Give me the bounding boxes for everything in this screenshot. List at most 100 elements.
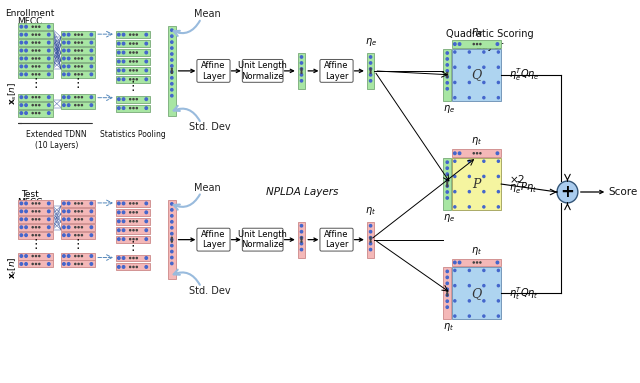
Circle shape <box>454 97 456 99</box>
Text: $\eta_t$: $\eta_t$ <box>365 205 376 217</box>
Circle shape <box>81 105 83 106</box>
Circle shape <box>47 65 50 68</box>
Bar <box>116 255 150 262</box>
Circle shape <box>67 263 70 265</box>
Circle shape <box>369 224 372 227</box>
Circle shape <box>81 227 83 228</box>
Circle shape <box>118 42 120 45</box>
Circle shape <box>32 234 33 236</box>
Circle shape <box>133 203 134 204</box>
Text: ⋮: ⋮ <box>127 80 140 93</box>
Circle shape <box>75 219 76 220</box>
Bar <box>444 267 451 319</box>
Circle shape <box>75 203 76 204</box>
Text: MFCC: MFCC <box>17 198 42 207</box>
Circle shape <box>122 107 125 110</box>
Circle shape <box>301 70 302 71</box>
Circle shape <box>369 236 372 239</box>
Circle shape <box>35 26 36 27</box>
Circle shape <box>483 51 485 53</box>
Circle shape <box>483 191 485 193</box>
Circle shape <box>35 50 36 51</box>
Bar <box>19 94 52 101</box>
Circle shape <box>47 57 50 60</box>
Circle shape <box>473 44 474 45</box>
Circle shape <box>118 266 120 268</box>
Circle shape <box>39 234 40 236</box>
Circle shape <box>497 51 499 53</box>
Bar <box>298 222 305 257</box>
Circle shape <box>301 241 302 242</box>
Text: $\eta_t$: $\eta_t$ <box>444 321 454 333</box>
Circle shape <box>454 261 456 264</box>
Circle shape <box>136 212 138 213</box>
Circle shape <box>454 81 456 83</box>
Circle shape <box>78 58 79 59</box>
Circle shape <box>122 98 125 100</box>
Circle shape <box>171 226 173 229</box>
Circle shape <box>497 191 499 193</box>
Circle shape <box>81 255 83 257</box>
Bar <box>61 101 95 109</box>
Circle shape <box>78 34 79 35</box>
Circle shape <box>78 50 79 51</box>
Bar <box>19 47 52 54</box>
Circle shape <box>32 203 33 204</box>
Circle shape <box>447 76 448 77</box>
Circle shape <box>118 98 120 100</box>
Circle shape <box>369 56 372 58</box>
Circle shape <box>171 83 173 85</box>
Text: Affine
Layer: Affine Layer <box>324 230 349 249</box>
Circle shape <box>136 79 138 80</box>
Circle shape <box>133 61 134 62</box>
Circle shape <box>483 315 485 317</box>
Circle shape <box>20 255 22 257</box>
Bar <box>367 222 374 257</box>
Circle shape <box>145 107 147 110</box>
Bar <box>19 200 52 207</box>
Circle shape <box>90 210 93 213</box>
Circle shape <box>39 34 40 35</box>
Text: Score: Score <box>608 187 637 197</box>
Circle shape <box>35 34 36 35</box>
Text: $\eta_e^T P\eta_t$: $\eta_e^T P\eta_t$ <box>509 180 537 196</box>
Circle shape <box>136 239 138 240</box>
Circle shape <box>32 255 33 257</box>
Circle shape <box>145 60 147 63</box>
Circle shape <box>300 68 303 70</box>
Circle shape <box>301 239 302 240</box>
FancyBboxPatch shape <box>320 59 353 82</box>
Circle shape <box>20 41 22 44</box>
Circle shape <box>67 202 70 205</box>
Circle shape <box>136 221 138 222</box>
Bar <box>116 264 150 270</box>
Bar <box>444 49 451 101</box>
Bar <box>19 71 52 78</box>
Circle shape <box>122 78 125 80</box>
Circle shape <box>446 294 449 296</box>
Circle shape <box>468 81 470 83</box>
Circle shape <box>20 202 22 205</box>
Circle shape <box>90 263 93 265</box>
Circle shape <box>25 226 28 229</box>
Circle shape <box>47 25 50 28</box>
Bar <box>168 200 175 279</box>
Circle shape <box>47 263 50 265</box>
Circle shape <box>446 173 449 175</box>
Circle shape <box>32 105 33 106</box>
Circle shape <box>90 57 93 60</box>
Circle shape <box>32 26 33 27</box>
Bar <box>61 55 95 62</box>
Circle shape <box>47 202 50 205</box>
Circle shape <box>454 175 456 178</box>
Circle shape <box>39 219 40 220</box>
Circle shape <box>32 66 33 67</box>
Circle shape <box>133 79 134 80</box>
Text: ⋮: ⋮ <box>29 77 42 90</box>
Text: P: P <box>472 178 481 191</box>
Circle shape <box>32 42 33 43</box>
Circle shape <box>39 227 40 228</box>
Text: $\eta_t$: $\eta_t$ <box>471 244 482 257</box>
Circle shape <box>369 62 372 64</box>
Circle shape <box>39 105 40 106</box>
